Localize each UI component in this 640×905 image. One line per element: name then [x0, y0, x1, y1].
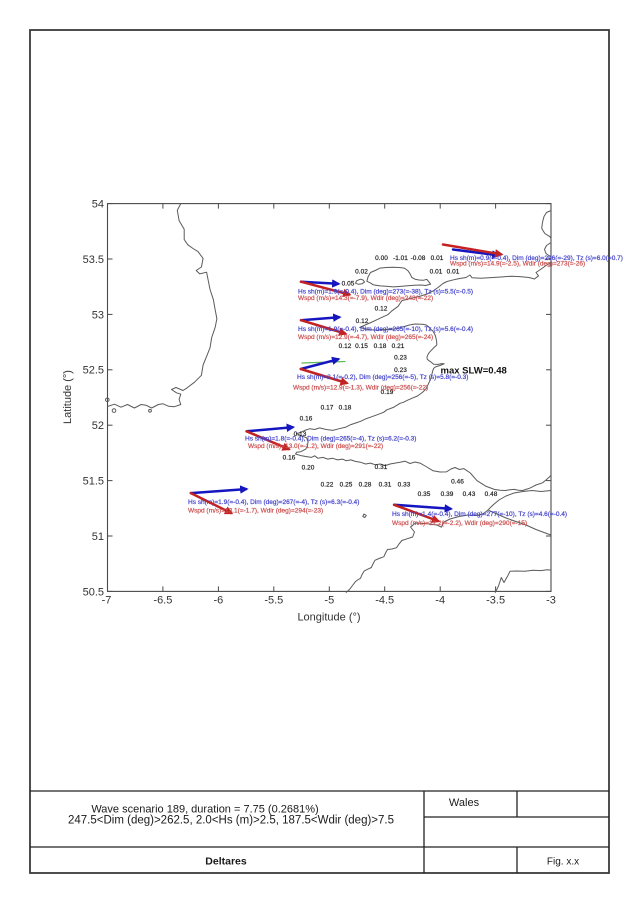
- svg-text:Wspd (m/s)=13.1(=-1.7), Wdir (: Wspd (m/s)=13.1(=-1.7), Wdir (deg)=294(=…: [188, 508, 323, 515]
- svg-text:0.12: 0.12: [375, 306, 388, 313]
- svg-text:-6.5: -6.5: [153, 595, 172, 607]
- svg-text:-4.5: -4.5: [375, 595, 394, 607]
- svg-text:Hs sh(m)=1.9(=-0.4), Dim (deg): Hs sh(m)=1.9(=-0.4), Dim (deg)=273(=-38)…: [298, 289, 473, 296]
- svg-text:Deltares: Deltares: [205, 856, 247, 868]
- svg-text:0.39: 0.39: [441, 491, 454, 498]
- svg-text:Wspd (m/s)=12.9(=-4.7), Wdir (: Wspd (m/s)=12.9(=-4.7), Wdir (deg)=265(=…: [298, 334, 433, 341]
- svg-text:0.15: 0.15: [355, 343, 368, 350]
- svg-text:-7: -7: [102, 595, 112, 607]
- svg-text:Wspd (m/s)=14.3(=-7.9), Wdir (: Wspd (m/s)=14.3(=-7.9), Wdir (deg)=243(=…: [298, 295, 433, 302]
- svg-text:0.18: 0.18: [339, 405, 352, 412]
- svg-text:Hs sh(m)=1.8(=-0.4), Dim (deg): Hs sh(m)=1.8(=-0.4), Dim (deg)=265(=-4),…: [245, 436, 416, 443]
- svg-text:0.02: 0.02: [355, 269, 368, 276]
- svg-text:52: 52: [92, 420, 104, 432]
- svg-text:Hs sh(m)=0.9(=-0.4), Dim (deg): Hs sh(m)=0.9(=-0.4), Dim (deg)=296(=-29)…: [450, 255, 623, 262]
- svg-text:0.01: 0.01: [447, 269, 460, 276]
- svg-text:51.5: 51.5: [83, 476, 104, 488]
- svg-text:-5: -5: [324, 595, 334, 607]
- svg-text:0.18: 0.18: [374, 343, 387, 350]
- svg-text:-3.5: -3.5: [486, 595, 505, 607]
- svg-text:54: 54: [92, 199, 104, 211]
- svg-text:0.16: 0.16: [300, 416, 313, 423]
- svg-text:Wspd (m/s)=12.2(=-2.2), Wdir (: Wspd (m/s)=12.2(=-2.2), Wdir (deg)=290(=…: [392, 520, 527, 527]
- svg-text:Wspd (m/s)=13.0(=-1.2), Wdir (: Wspd (m/s)=13.0(=-1.2), Wdir (deg)=291(=…: [248, 443, 383, 450]
- svg-text:Wspd (m/s)=12.9(=-1.3), Wdir (: Wspd (m/s)=12.9(=-1.3), Wdir (deg)=256(=…: [293, 385, 428, 392]
- svg-text:Wave scenario 189, duration =: Wave scenario 189, duration = 7.75 (0.26…: [91, 804, 318, 816]
- svg-text:-6: -6: [214, 595, 224, 607]
- svg-text:0.01: 0.01: [431, 255, 444, 262]
- svg-text:0.25: 0.25: [340, 482, 353, 489]
- svg-text:-1.01: -1.01: [393, 255, 408, 262]
- svg-text:0.17: 0.17: [321, 405, 334, 412]
- svg-text:0.12: 0.12: [339, 343, 352, 350]
- svg-text:Wspd (m/s)=14.9(=-2.5), Wdir (: Wspd (m/s)=14.9(=-2.5), Wdir (deg)=273(=…: [450, 261, 585, 268]
- svg-text:Hs sh(m)=1.4(=-0.4), Dim (deg): Hs sh(m)=1.4(=-0.4), Dim (deg)=277(=-10)…: [392, 511, 567, 518]
- svg-text:50.5: 50.5: [83, 586, 104, 598]
- svg-text:0.46: 0.46: [451, 479, 464, 486]
- svg-text:max SLW=0.48: max SLW=0.48: [441, 366, 507, 377]
- svg-text:0.48: 0.48: [485, 491, 498, 498]
- svg-text:Latitude (°): Latitude (°): [62, 370, 74, 424]
- svg-text:0.01: 0.01: [430, 269, 443, 276]
- svg-text:0.19: 0.19: [381, 389, 394, 396]
- svg-text:0.21: 0.21: [392, 343, 405, 350]
- svg-text:53.5: 53.5: [83, 254, 104, 266]
- svg-text:0.13: 0.13: [294, 431, 307, 438]
- svg-text:-3: -3: [546, 595, 556, 607]
- svg-text:0.33: 0.33: [398, 482, 411, 489]
- svg-text:0.05: 0.05: [342, 281, 355, 288]
- svg-text:247.5<Dim (deg)>262.5, 2.0<Hs: 247.5<Dim (deg)>262.5, 2.0<Hs (m)>2.5, 1…: [68, 815, 394, 827]
- svg-text:52.5: 52.5: [83, 365, 104, 377]
- svg-text:0.31: 0.31: [379, 482, 392, 489]
- svg-text:0.12: 0.12: [356, 318, 369, 325]
- svg-text:0.16: 0.16: [283, 455, 296, 462]
- svg-text:0.31: 0.31: [375, 464, 388, 471]
- svg-text:0.43: 0.43: [463, 491, 476, 498]
- svg-text:0.23: 0.23: [394, 355, 407, 362]
- svg-text:-5.5: -5.5: [264, 595, 283, 607]
- svg-text:0.22: 0.22: [321, 482, 334, 489]
- svg-text:Hs sh(m)=2.1(=-0.2), Dim (deg): Hs sh(m)=2.1(=-0.2), Dim (deg)=256(=-5),…: [297, 374, 468, 381]
- svg-text:0.23: 0.23: [394, 367, 407, 374]
- svg-text:-4: -4: [435, 595, 445, 607]
- svg-text:Hs sh(m)=1.9(=-0.4), Dim (deg): Hs sh(m)=1.9(=-0.4), Dim (deg)=265(=-10)…: [298, 326, 473, 333]
- svg-text:Fig. x.x: Fig. x.x: [547, 857, 579, 868]
- svg-text:0.00: 0.00: [375, 255, 388, 262]
- svg-text:0.35: 0.35: [418, 491, 431, 498]
- svg-text:-0.08: -0.08: [411, 255, 426, 262]
- svg-text:Hs sh(m)=1.9(=-0.4), Dim (deg): Hs sh(m)=1.9(=-0.4), Dim (deg)=267(=-4),…: [188, 499, 359, 506]
- svg-text:0.28: 0.28: [359, 482, 372, 489]
- svg-text:Wales: Wales: [449, 797, 480, 809]
- svg-text:51: 51: [92, 531, 104, 543]
- svg-text:Longitude (°): Longitude (°): [297, 612, 360, 624]
- svg-text:53: 53: [92, 309, 104, 321]
- svg-text:0.20: 0.20: [302, 465, 315, 472]
